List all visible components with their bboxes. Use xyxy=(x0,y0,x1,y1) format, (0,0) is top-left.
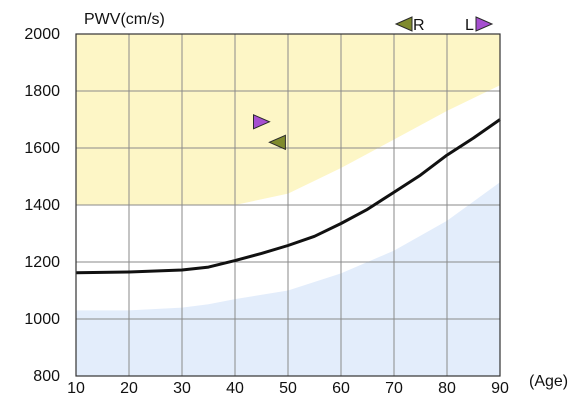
x-tick-labels: 10 20 30 40 50 60 70 80 90 xyxy=(67,380,509,397)
legend-icon-l xyxy=(475,16,494,32)
y-tick-label: 1400 xyxy=(24,197,60,214)
marker-r xyxy=(268,134,286,151)
x-tick-label: 20 xyxy=(120,380,138,397)
grid-lines xyxy=(76,34,500,376)
marker-l xyxy=(253,114,271,130)
plot-frame xyxy=(75,33,501,377)
y-tick-labels: 2000 1800 1600 1400 1200 1000 800 xyxy=(24,26,60,385)
reference-curve-group xyxy=(75,118,501,275)
legend-label-l: L xyxy=(465,17,474,34)
legend-icon-r xyxy=(394,16,413,32)
x-tick-label: 10 xyxy=(67,380,85,397)
x-tick-label: 60 xyxy=(332,380,350,397)
y-tick-label: 1200 xyxy=(24,254,60,271)
x-tick-label: 40 xyxy=(226,380,244,397)
y-tick-label: 2000 xyxy=(24,26,60,43)
y-tick-label: 800 xyxy=(33,368,60,385)
y-tick-label: 1000 xyxy=(24,311,60,328)
y-axis-label: PWV(cm/s) xyxy=(84,11,165,28)
x-axis-label: (Age) xyxy=(529,373,568,390)
x-tick-label: 80 xyxy=(438,380,456,397)
x-tick-label: 30 xyxy=(173,380,191,397)
x-tick-label: 50 xyxy=(279,380,297,397)
y-tick-label: 1600 xyxy=(24,140,60,157)
x-tick-label: 70 xyxy=(385,380,403,397)
x-tick-label: 90 xyxy=(491,380,509,397)
y-tick-label: 1800 xyxy=(24,83,60,100)
reference-curve xyxy=(75,118,501,275)
legend-label-r: R xyxy=(413,17,425,34)
measurement-markers xyxy=(253,114,286,151)
